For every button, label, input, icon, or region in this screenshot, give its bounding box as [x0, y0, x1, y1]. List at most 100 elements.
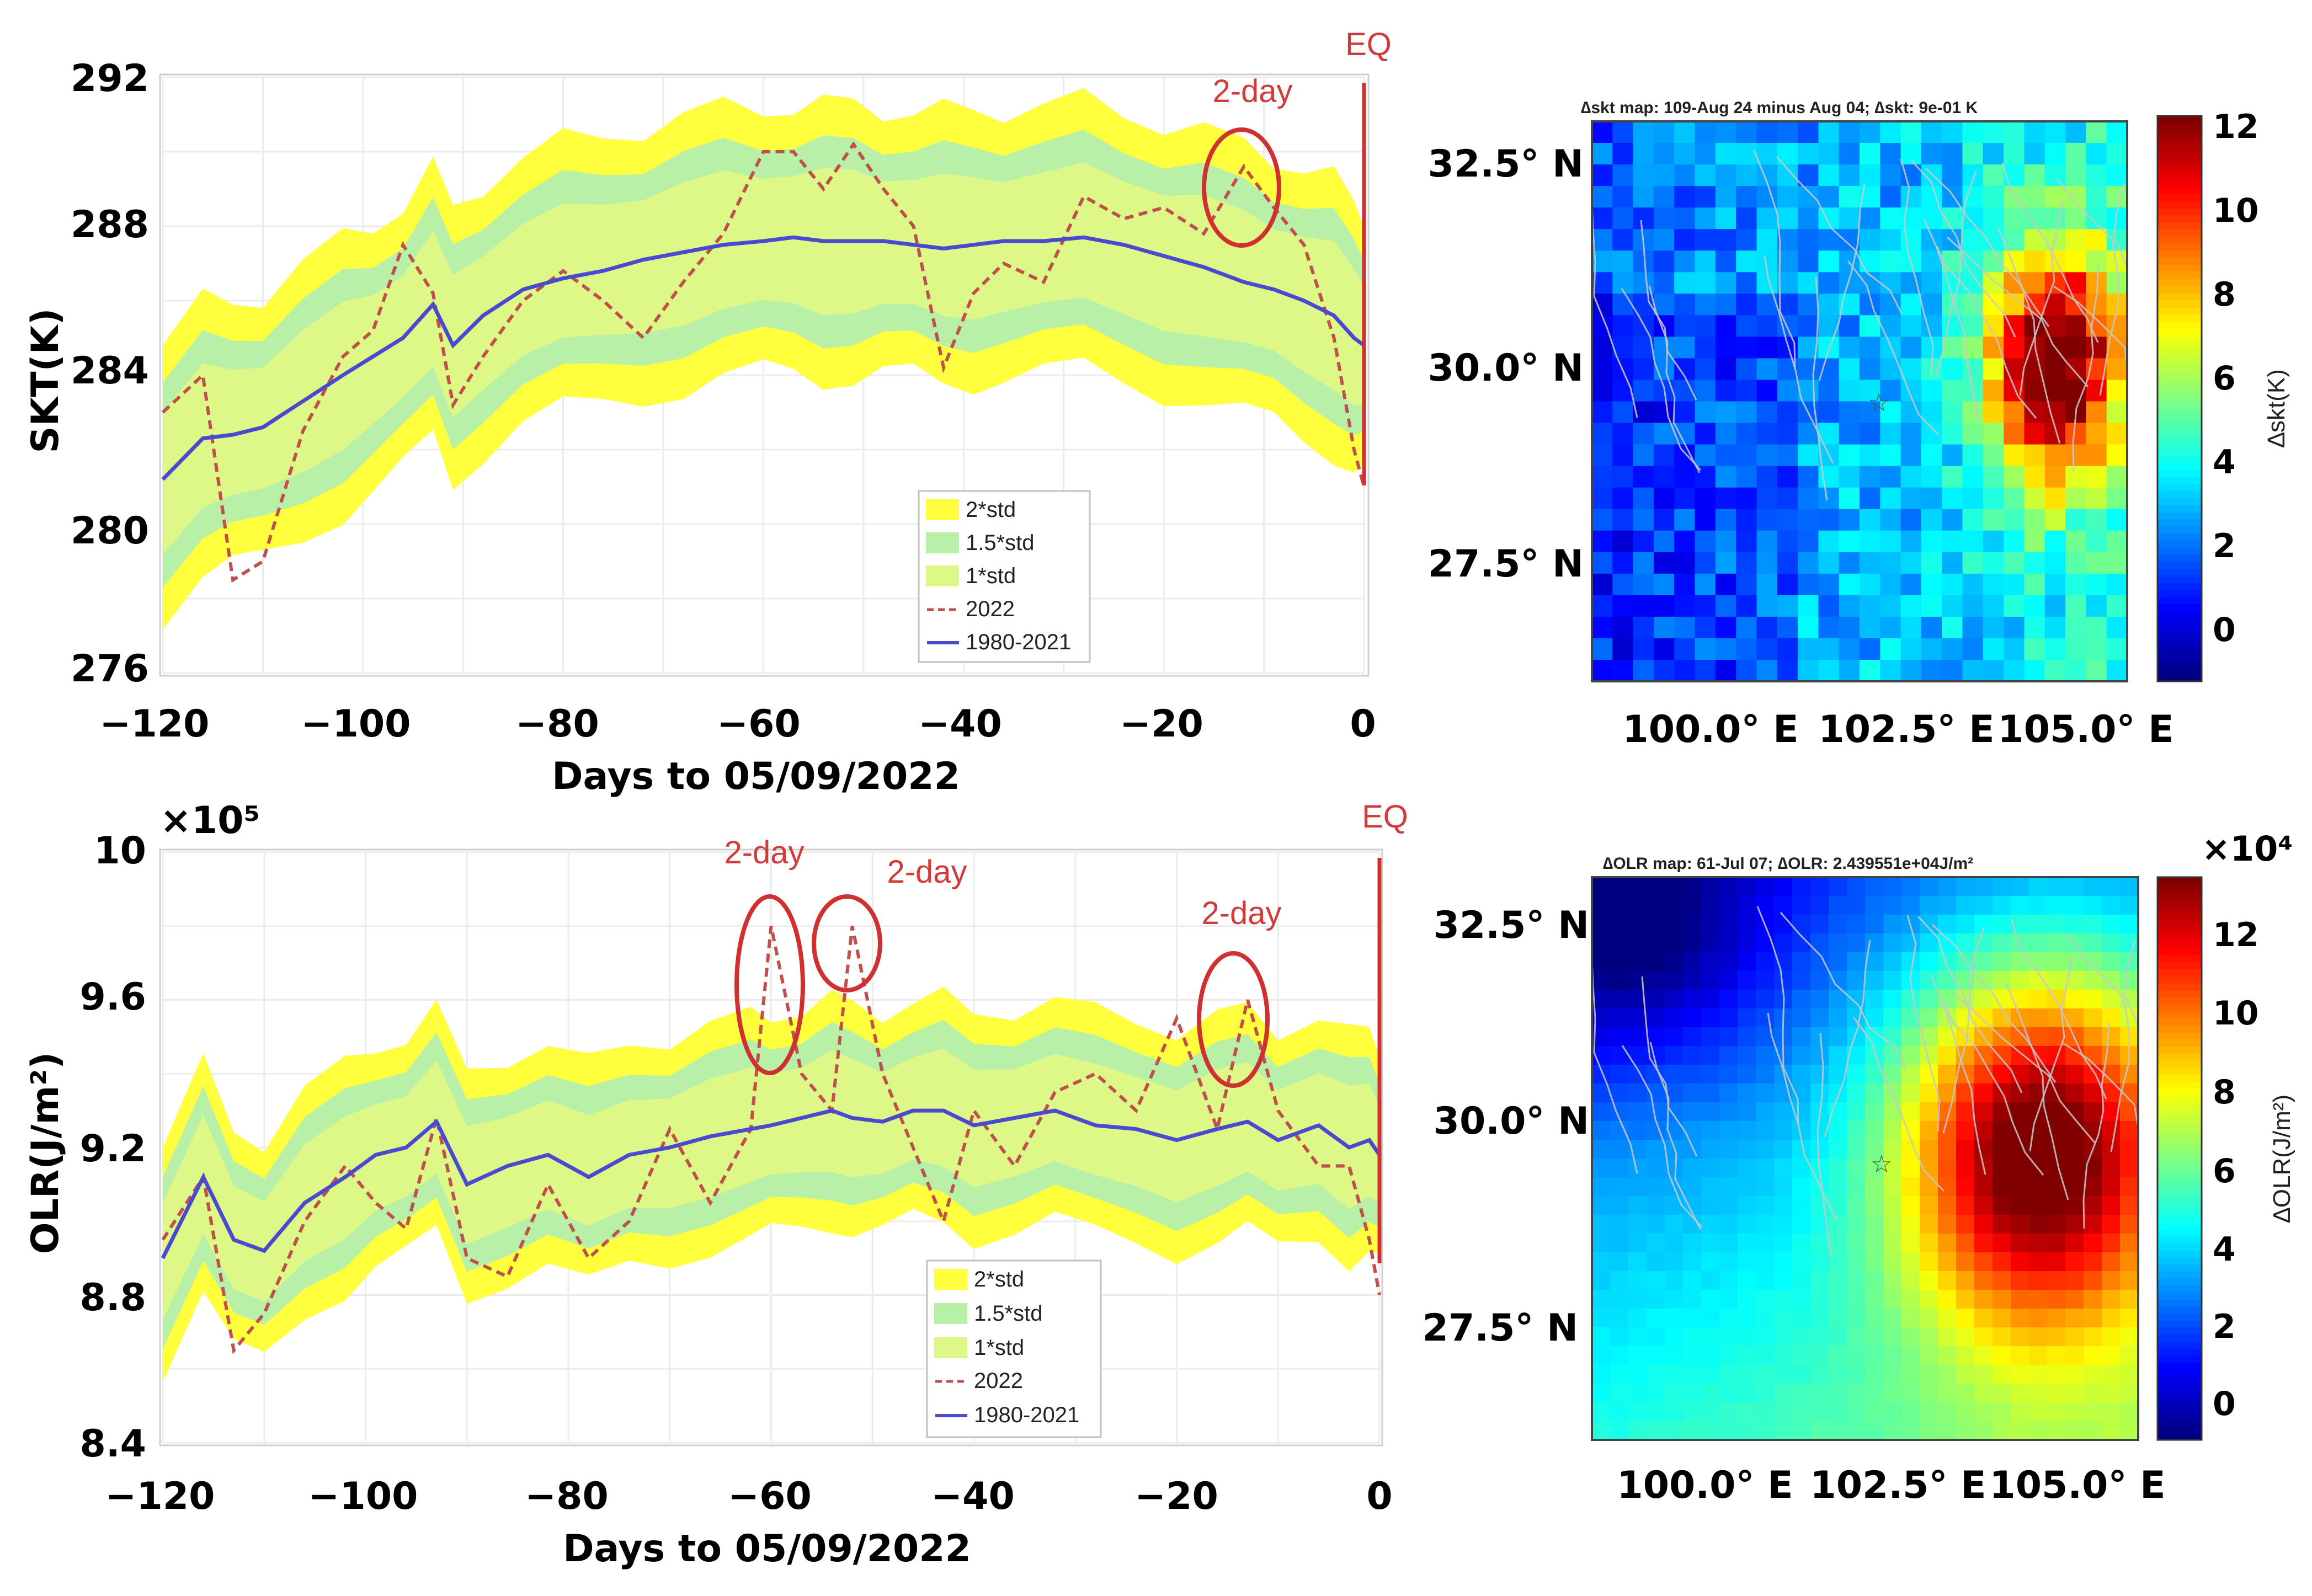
heatmap-cell — [2029, 1234, 2048, 1253]
heatmap-cell — [1774, 1177, 1793, 1197]
colorbar-segment — [2157, 250, 2202, 258]
heatmap-cell — [1883, 1196, 1902, 1215]
heatmap-cell — [1818, 423, 1840, 445]
heatmap-cell — [1592, 1215, 1611, 1234]
heatmap-cell — [1921, 616, 1942, 639]
heatmap-cell — [2102, 1196, 2121, 1215]
heatmap-cell — [2084, 952, 2102, 972]
heatmap-cell — [1860, 229, 1881, 251]
heatmap-cell — [1612, 380, 1634, 402]
heatmap-cell — [1715, 358, 1736, 381]
heatmap-cell — [2011, 1083, 2029, 1103]
heatmap-cell — [1792, 1402, 1811, 1422]
heatmap-cell — [1839, 466, 1860, 488]
colorbar-segment — [2157, 1215, 2202, 1223]
heatmap-cell — [1719, 1402, 1738, 1422]
heatmap-cell — [2084, 990, 2102, 1009]
skt-colorbar-label: ∆skt(K) — [2263, 369, 2290, 447]
heatmap-cell — [1738, 896, 1756, 915]
heatmap-cell — [2065, 1365, 2084, 1384]
heatmap-cell — [1695, 337, 1716, 359]
heatmap-cell — [1938, 1271, 1957, 1290]
heatmap-cell — [1860, 638, 1881, 660]
heatmap-cell — [1847, 1327, 1866, 1347]
skt-xtick: −120 — [100, 702, 210, 746]
heatmap-cell — [1777, 164, 1798, 186]
heatmap-cell — [1628, 933, 1647, 953]
heatmap-cell — [1993, 1309, 2011, 1328]
heatmap-cell — [1865, 1252, 1884, 1272]
heatmap-cell — [1865, 1346, 1884, 1365]
heatmap-cell — [1719, 896, 1738, 915]
heatmap-cell — [1736, 552, 1757, 574]
fault-line — [2001, 162, 2099, 343]
heatmap-cell — [1774, 933, 1793, 953]
heatmap-cell — [2004, 272, 2025, 295]
heatmap-cell — [1756, 315, 1778, 338]
heatmap-cell — [1810, 1365, 1829, 1384]
heatmap-cell — [1938, 915, 1957, 934]
heatmap-cell — [2004, 401, 2025, 424]
heatmap-cell — [1900, 595, 1922, 617]
heatmap-cell — [1883, 1234, 1902, 1253]
heatmap-cell — [1647, 1252, 1665, 1272]
fault-line — [1753, 150, 1796, 370]
heatmap-cell — [1920, 1177, 1938, 1197]
heatmap-cell — [1974, 1365, 1993, 1384]
heatmap-cell — [2084, 896, 2102, 915]
heatmap-cell — [1674, 250, 1696, 273]
heatmap-cell — [2086, 638, 2107, 660]
heatmap-cell — [1880, 143, 1901, 165]
heatmap-cell — [2120, 1121, 2139, 1140]
colorbar-segment — [2157, 193, 2202, 201]
heatmap-cell — [2065, 1252, 2084, 1272]
heatmap-cell — [1938, 1252, 1957, 1272]
heatmap-cell — [2106, 552, 2128, 574]
heatmap-cell — [1956, 915, 1975, 934]
heatmap-cell — [1715, 466, 1736, 488]
heatmap-cell — [1818, 401, 1840, 424]
heatmap-cell — [1774, 1252, 1793, 1272]
heatmap-cell — [1756, 1121, 1775, 1140]
heatmap-cell — [1920, 1252, 1938, 1272]
heatmap-cell — [1695, 164, 1716, 186]
heatmap-cell — [2120, 1346, 2139, 1365]
heatmap-cell — [2044, 358, 2066, 381]
colorbar-segment — [2157, 1257, 2202, 1265]
heatmap-cell — [1610, 1215, 1629, 1234]
heatmap-cell — [1612, 207, 1634, 229]
heatmap-cell — [1983, 466, 2004, 488]
heatmap-cell — [2065, 552, 2087, 574]
heatmap-cell — [1715, 595, 1736, 617]
heatmap-cell — [2120, 1327, 2139, 1347]
heatmap-cell — [1715, 638, 1736, 660]
heatmap-cell — [1756, 121, 1778, 143]
heatmap-cell — [2029, 1196, 2048, 1215]
heatmap-cell — [1860, 337, 1881, 359]
heatmap-cell — [1983, 487, 2004, 510]
olr-ytick: 9.6 — [80, 975, 146, 1019]
fault-line — [2110, 939, 2136, 1152]
heatmap-cell — [1665, 896, 1684, 915]
heatmap-cell — [1818, 143, 1840, 165]
colorbar-segment — [2157, 469, 2202, 477]
heatmap-cell — [2011, 1402, 2029, 1422]
colorbar-segment — [2157, 1144, 2202, 1152]
heatmap-cell — [1810, 1008, 1829, 1028]
heatmap-cell — [1810, 1027, 1829, 1047]
fault-line — [2005, 983, 2069, 1200]
colorbar-segment — [2157, 144, 2202, 152]
colorbar-segment — [2157, 328, 2202, 336]
colorbar-segment — [2157, 384, 2202, 392]
heatmap-cell — [1883, 1008, 1902, 1028]
heatmap-cell — [1774, 896, 1793, 915]
skt-ytick: 284 — [71, 349, 149, 393]
colorbar-segment — [2157, 954, 2202, 962]
heatmap-cell — [1683, 990, 1702, 1009]
heatmap-cell — [1736, 207, 1757, 229]
heatmap-cell — [1683, 1290, 1702, 1309]
heatmap-cell — [1920, 1309, 1938, 1328]
heatmap-cell — [1701, 1327, 1720, 1347]
heatmap-cell — [1756, 877, 1775, 896]
legend-label-2022: 2022 — [974, 1369, 1023, 1393]
